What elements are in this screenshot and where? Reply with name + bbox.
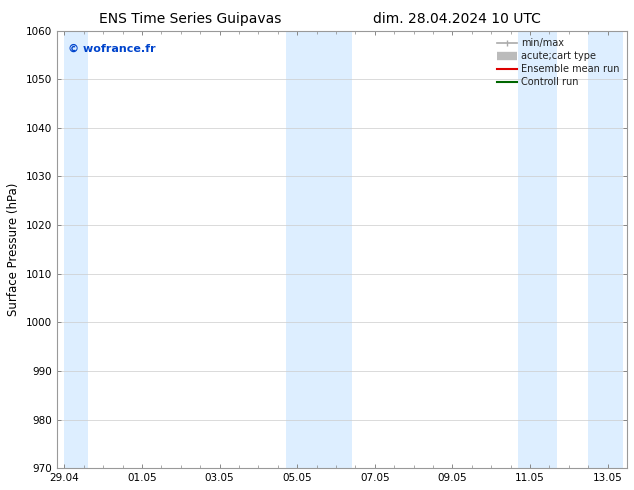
Bar — [588, 30, 623, 468]
Bar — [519, 30, 557, 468]
Text: dim. 28.04.2024 10 UTC: dim. 28.04.2024 10 UTC — [373, 12, 540, 26]
Text: ENS Time Series Guipavas: ENS Time Series Guipavas — [99, 12, 281, 26]
Bar — [285, 30, 351, 468]
Text: © wofrance.fr: © wofrance.fr — [68, 44, 155, 54]
Legend: min/max, acute;cart type, Ensemble mean run, Controll run: min/max, acute;cart type, Ensemble mean … — [495, 35, 622, 90]
Y-axis label: Surface Pressure (hPa): Surface Pressure (hPa) — [7, 183, 20, 316]
Bar — [65, 30, 87, 468]
